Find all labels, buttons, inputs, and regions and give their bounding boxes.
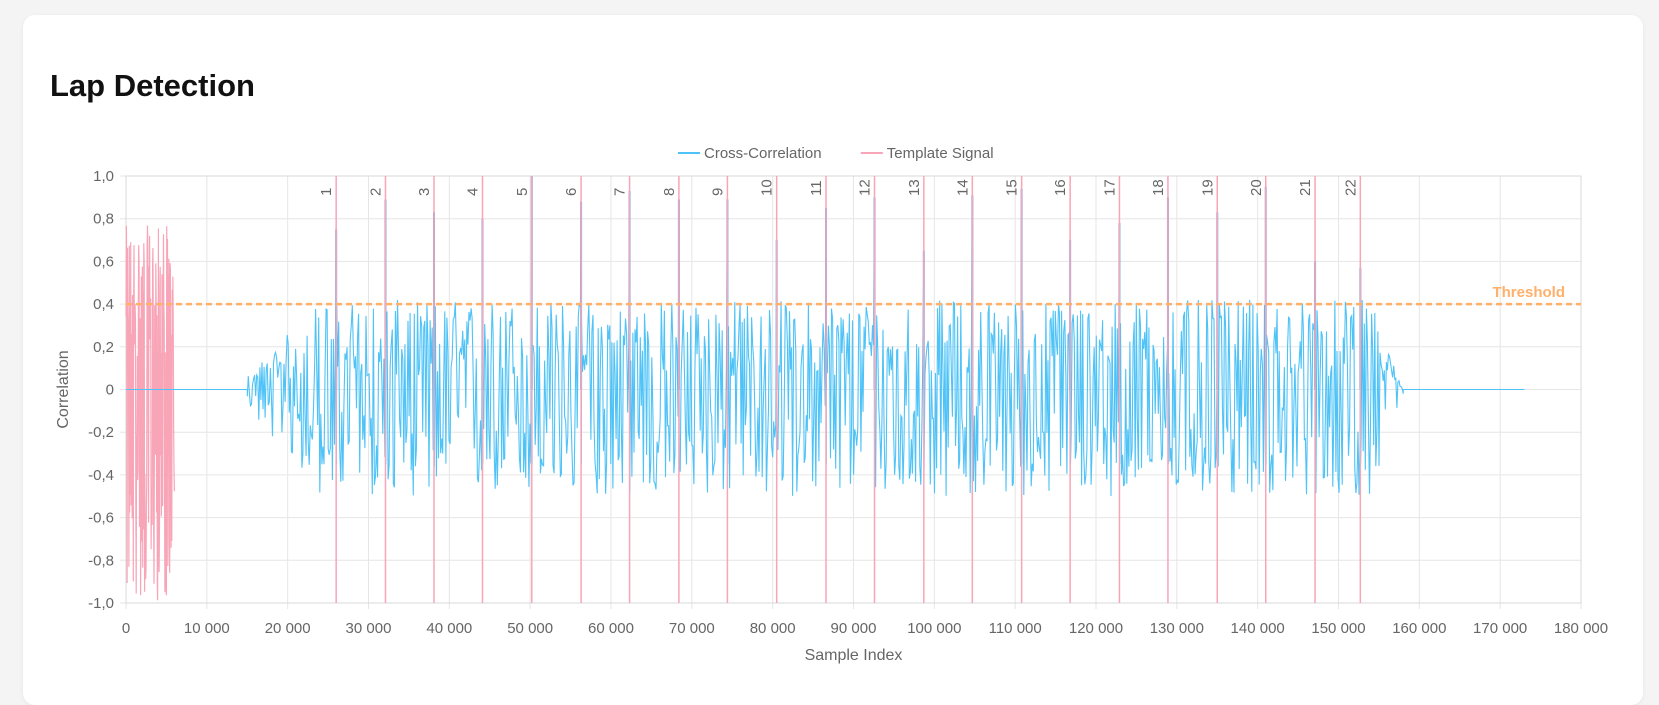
y-tick-label: 0,8 bbox=[93, 211, 114, 228]
y-tick-label: 1,0 bbox=[93, 168, 114, 185]
page-title: Lap Detection bbox=[50, 68, 255, 103]
y-tick-label: -0,4 bbox=[88, 467, 114, 484]
x-axis-label: Sample Index bbox=[805, 647, 903, 664]
template-signal-line bbox=[125, 225, 175, 601]
x-tick-label: 90 000 bbox=[831, 620, 877, 637]
x-tick-label: 0 bbox=[122, 620, 130, 637]
lap-marker-label: 2 bbox=[367, 188, 384, 196]
legend-item-template-signal[interactable]: Template Signal bbox=[860, 145, 994, 162]
x-tick-label: 120 000 bbox=[1069, 620, 1123, 637]
lap-marker-label: 13 bbox=[906, 179, 923, 196]
x-tick-label: 180 000 bbox=[1554, 620, 1608, 637]
legend-item-cross-correlation[interactable]: Cross-Correlation bbox=[678, 145, 822, 162]
y-tick-label: 0,2 bbox=[93, 339, 114, 356]
threshold: Threshold bbox=[126, 284, 1581, 306]
x-tick-label: 20 000 bbox=[265, 620, 311, 637]
x-tick-label: 170 000 bbox=[1473, 620, 1527, 637]
y-tick-label: -1,0 bbox=[88, 595, 114, 612]
y-tick-label: -0,6 bbox=[88, 510, 114, 527]
lap-marker-label: 15 bbox=[1004, 179, 1021, 196]
x-tick-label: 150 000 bbox=[1311, 620, 1365, 637]
lap-marker-label: 21 bbox=[1297, 179, 1314, 196]
lap-marker-label: 12 bbox=[857, 179, 874, 196]
lap-marker-label: 7 bbox=[612, 188, 629, 196]
y-tick-label: 0,6 bbox=[93, 253, 114, 270]
lap-marker-label: 10 bbox=[759, 179, 776, 196]
axes: 0 10 000 20 000 30 000 40 000 50 000 60 000 70 … bbox=[55, 168, 1608, 664]
x-tick-label: 130 000 bbox=[1150, 620, 1204, 637]
lap-marker-label: 17 bbox=[1101, 179, 1118, 196]
lap-marker-label: 4 bbox=[464, 188, 481, 196]
x-tick-label: 140 000 bbox=[1231, 620, 1285, 637]
lap-marker-label: 20 bbox=[1248, 179, 1265, 196]
x-tick-label: 160 000 bbox=[1392, 620, 1446, 637]
x-tick-label: 70 000 bbox=[669, 620, 715, 637]
y-axis-label: Correlation bbox=[55, 350, 72, 428]
y-tick-label: -0,8 bbox=[88, 552, 114, 569]
lap-markers: 1 2 3 4 5 6 7 8 9 10 11 12 13 14 15 16 17 18 19 20 21 22 bbox=[318, 176, 1362, 603]
x-tick-label: 60 000 bbox=[588, 620, 634, 637]
template-signal-series bbox=[125, 225, 175, 601]
lap-marker-label: 14 bbox=[954, 179, 971, 196]
y-tick-label: 0 bbox=[106, 382, 114, 399]
x-tick-label: 10 000 bbox=[184, 620, 230, 637]
threshold-label: Threshold bbox=[1492, 284, 1565, 301]
x-tick-label: 80 000 bbox=[750, 620, 796, 637]
lap-marker-label: 18 bbox=[1150, 179, 1167, 196]
lap-marker-label: 11 bbox=[808, 180, 825, 196]
lap-marker-label: 3 bbox=[416, 188, 433, 196]
x-tick-label: 40 000 bbox=[426, 620, 472, 637]
lap-marker-label: 16 bbox=[1052, 179, 1069, 196]
legend-label: Template Signal bbox=[887, 145, 994, 162]
lap-detection-chart: 1 2 3 4 5 6 7 8 9 10 11 12 13 14 15 16 17 18 19 20 21 22 Thre… bbox=[55, 145, 1608, 664]
x-tick-label: 50 000 bbox=[507, 620, 553, 637]
legend-label: Cross-Correlation bbox=[704, 145, 822, 162]
y-tick-label: -0,2 bbox=[88, 424, 114, 441]
lap-marker-label: 6 bbox=[563, 188, 580, 196]
lap-marker-label: 8 bbox=[661, 188, 678, 196]
y-tick-label: 0,4 bbox=[93, 296, 114, 313]
lap-marker-label: 22 bbox=[1342, 179, 1359, 196]
lap-marker-label: 5 bbox=[514, 188, 531, 196]
x-tick-label: 30 000 bbox=[346, 620, 392, 637]
lap-marker-label: 9 bbox=[709, 188, 726, 196]
lap-marker-label: 19 bbox=[1199, 179, 1216, 196]
lap-marker-label: 1 bbox=[318, 188, 335, 196]
legend[interactable]: Cross-Correlation Template Signal bbox=[678, 145, 994, 162]
x-tick-label: 110 000 bbox=[989, 620, 1042, 637]
x-tick-label: 100 000 bbox=[907, 620, 961, 637]
